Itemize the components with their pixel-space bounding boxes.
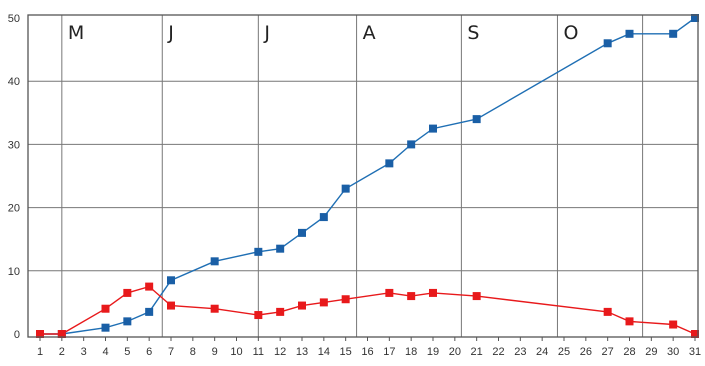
month-label-5: O <box>563 22 578 44</box>
series-1-point-30 <box>669 29 678 38</box>
series-1-point-7 <box>167 276 175 285</box>
series-2-point-11 <box>254 311 263 320</box>
series-1-point-28 <box>625 29 634 38</box>
series-1-point-31 <box>691 14 699 22</box>
x-tick-label-15: 15 <box>340 346 352 358</box>
series-markers <box>36 14 699 338</box>
x-axis-ticks: 1 2 3 4 5 6 7 8 9 10 11 12 13 14 15 16 17 18 19 20 21 22 23 24 2… <box>37 337 701 358</box>
series-1-point-27 <box>603 39 612 48</box>
series-2-point-31 <box>691 330 699 338</box>
x-tick-label-23: 23 <box>514 346 526 358</box>
series-2-point-9 <box>210 304 219 313</box>
x-tick-label-13: 13 <box>296 346 308 358</box>
series-1-point-14 <box>319 213 328 222</box>
x-tick-label-29: 29 <box>645 346 657 358</box>
x-tick-label-26: 26 <box>580 346 592 358</box>
series-2-point-21 <box>472 292 481 301</box>
x-tick-label-20: 20 <box>449 346 461 358</box>
month-gridlines <box>61 15 644 337</box>
series-1-point-6 <box>145 307 154 316</box>
month-label-3: A <box>363 22 376 44</box>
series-2-point-12 <box>276 307 285 316</box>
horizontal-gridlines <box>28 80 698 272</box>
x-tick-label-8: 8 <box>190 346 196 358</box>
y-tick-label-10: 10 <box>8 266 20 278</box>
series-1-point-17 <box>385 159 394 168</box>
x-tick-label-6: 6 <box>146 346 152 358</box>
x-tick-label-27: 27 <box>602 346 614 358</box>
series-1-point-15 <box>341 184 350 193</box>
x-tick-label-31: 31 <box>689 346 701 358</box>
x-tick-label-2: 2 <box>59 346 65 358</box>
x-tick-label-3: 3 <box>81 346 87 358</box>
series-2-point-14 <box>319 298 328 307</box>
x-tick-label-1: 1 <box>37 346 43 358</box>
month-label-0: M <box>68 22 84 44</box>
series-1-point-9 <box>210 257 219 266</box>
series-2-point-1 <box>36 330 44 338</box>
x-tick-label-30: 30 <box>667 346 679 358</box>
series-2-point-13 <box>298 301 306 310</box>
month-label-4: S <box>467 22 479 44</box>
month-label-1: J <box>167 22 174 44</box>
plot-area <box>28 15 698 337</box>
series-1-point-4 <box>101 323 110 332</box>
x-tick-label-4: 4 <box>102 346 108 358</box>
y-tick-label-50: 50 <box>8 13 20 25</box>
y-tick-label-30: 30 <box>8 139 20 151</box>
y-axis-ticks: 0 10 20 30 40 50 <box>8 13 20 341</box>
x-tick-label-28: 28 <box>623 346 635 358</box>
x-tick-label-19: 19 <box>427 346 439 358</box>
x-tick-label-14: 14 <box>318 346 330 358</box>
series-1-point-12 <box>276 244 285 253</box>
x-tick-label-12: 12 <box>274 346 286 358</box>
series-1-point-18 <box>407 140 416 149</box>
series-2-point-4 <box>101 304 110 313</box>
x-tick-label-16: 16 <box>361 346 373 358</box>
plot-frame <box>27 14 699 338</box>
y-tick-label-20: 20 <box>8 203 20 215</box>
series-2-point-7 <box>167 301 175 310</box>
series-1-point-11 <box>254 247 263 256</box>
series-2-point-17 <box>385 288 394 297</box>
series-1-point-13 <box>298 228 306 237</box>
series-2-point-5 <box>123 288 132 297</box>
series-2-point-27 <box>603 307 612 316</box>
series-1-point-19 <box>429 124 437 133</box>
series-2-point-19 <box>429 288 437 297</box>
x-tick-label-18: 18 <box>405 346 417 358</box>
series-2-point-28 <box>625 317 634 326</box>
y-tick-label-0: 0 <box>14 329 20 341</box>
series-1-point-21 <box>472 115 481 124</box>
series-2-point-2 <box>57 330 66 338</box>
x-tick-label-9: 9 <box>212 346 218 358</box>
x-tick-label-21: 21 <box>471 346 483 358</box>
y-tick-label-40: 40 <box>8 76 20 88</box>
x-tick-label-11: 11 <box>253 346 264 358</box>
month-label-2: J <box>263 22 270 44</box>
x-tick-label-7: 7 <box>168 346 174 358</box>
series-2-point-18 <box>407 292 416 301</box>
x-tick-label-5: 5 <box>124 346 130 358</box>
x-tick-label-25: 25 <box>558 346 570 358</box>
x-tick-label-22: 22 <box>492 346 504 358</box>
series-2-point-6 <box>145 282 154 291</box>
x-tick-label-17: 17 <box>383 346 395 358</box>
x-tick-label-10: 10 <box>230 346 242 358</box>
series-2-point-15 <box>341 295 350 304</box>
series-1-point-5 <box>123 317 132 326</box>
series-2-point-30 <box>669 320 678 329</box>
x-tick-label-24: 24 <box>536 346 548 358</box>
